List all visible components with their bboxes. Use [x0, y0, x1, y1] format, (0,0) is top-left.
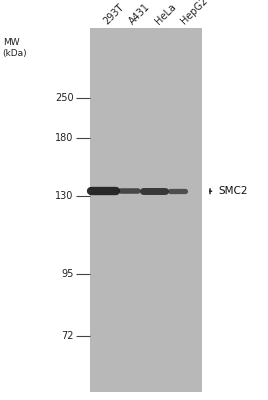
Text: 130: 130 — [55, 191, 74, 201]
Text: SMC2: SMC2 — [218, 186, 248, 196]
Text: 95: 95 — [61, 269, 74, 279]
Bar — [90, 28, 202, 392]
Text: HeLa: HeLa — [153, 1, 178, 26]
Text: MW
(kDa): MW (kDa) — [3, 38, 27, 58]
Text: 293T: 293T — [102, 2, 126, 26]
Text: HepG2: HepG2 — [179, 0, 210, 26]
Text: 72: 72 — [61, 331, 74, 341]
Text: 180: 180 — [55, 133, 74, 143]
Text: A431: A431 — [127, 1, 152, 26]
Text: 250: 250 — [55, 93, 74, 103]
